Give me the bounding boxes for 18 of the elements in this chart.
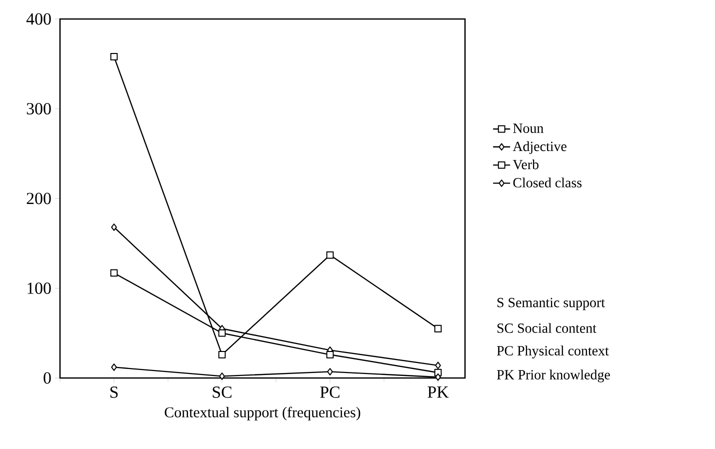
- legend-label: Noun: [513, 124, 544, 133]
- x-axis-title: Contextual support (frequencies): [164, 406, 360, 420]
- legend-label: Closed class: [513, 178, 582, 188]
- legend-label: Adjective: [512, 141, 566, 154]
- legend-label: Verb: [512, 159, 539, 170]
- text: S Semantic support: [497, 298, 605, 310]
- text: PK Prior knowledge: [496, 370, 610, 382]
- x-tick-label: PC: [320, 386, 340, 398]
- text: SC Social content: [497, 323, 596, 333]
- y-tick-label: 200: [26, 192, 51, 204]
- y-tick-label: 300: [26, 103, 51, 114]
- x-tick-label: PK: [428, 386, 449, 398]
- x-tick-label: SC: [212, 386, 232, 398]
- y-tick-label: 100: [28, 282, 51, 294]
- x-tick-label: S: [110, 386, 118, 398]
- y-tick-label: 400: [26, 13, 51, 25]
- text: PC Physical context: [496, 346, 609, 358]
- y-tick-label: 0: [44, 372, 51, 384]
